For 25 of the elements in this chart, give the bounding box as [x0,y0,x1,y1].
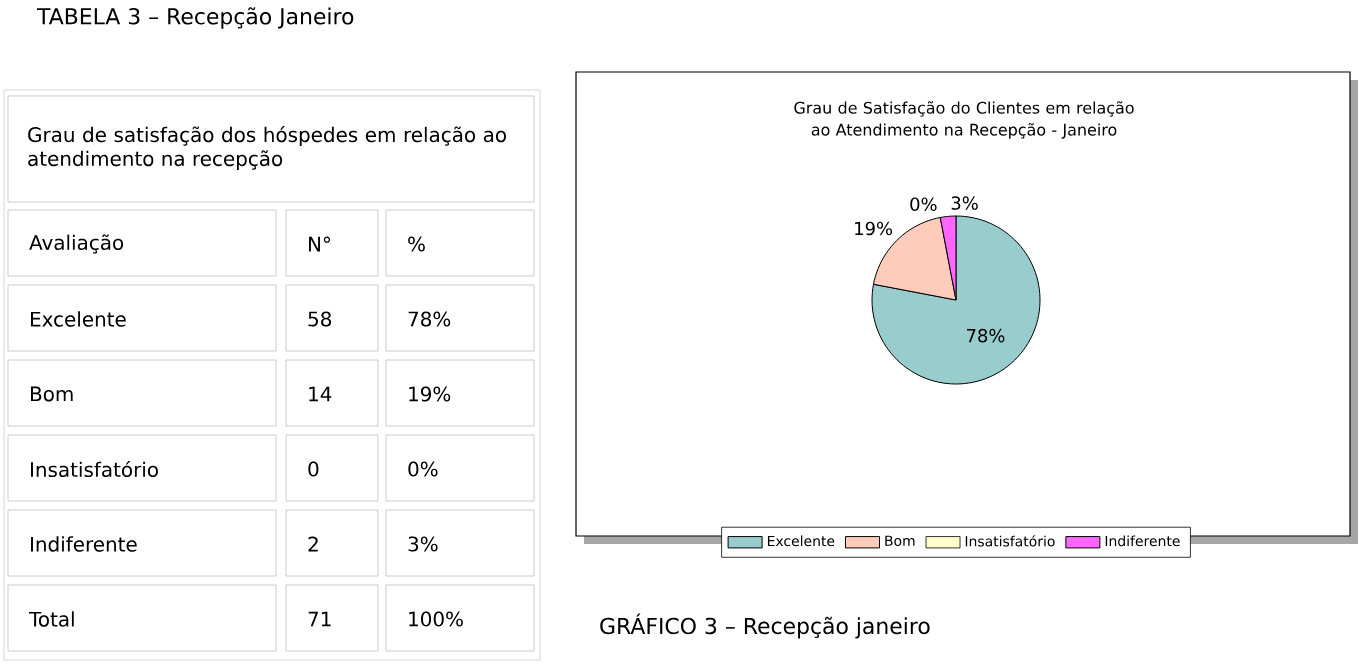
data-label: 78% [967,328,1005,343]
text: % [408,236,425,252]
text: Indiferente [31,536,137,552]
text: Grau de satisfação dos hóspedes em relação ao atendimento na recepção [28,126,506,170]
text: 0% [408,461,438,477]
text: Excelente [31,311,126,327]
text: Bom [31,386,73,402]
text: TABELA 3 – Recepção Janeiro [36,7,354,29]
text: Insatisfatório [31,460,158,478]
text: Total [28,611,74,627]
text: 78% [408,311,451,327]
data-label: 3% [951,196,978,210]
text: 100% [409,611,463,627]
data-label: 19% [855,221,893,236]
text: 71 [308,611,331,627]
text: 14 [309,386,332,402]
text: 2 [308,536,318,552]
text: N° [309,236,331,252]
text: 0% [910,197,937,211]
text: 19% [409,386,451,402]
text: 58 [308,311,332,327]
text: 0 [308,461,319,477]
text: Avaliação [29,234,124,254]
text: GRÁFICO 3 – Recepção janeiro [600,613,930,639]
text: 3% [408,536,438,552]
